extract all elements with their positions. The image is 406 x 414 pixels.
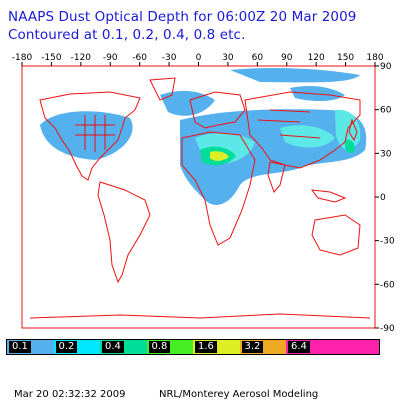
legend-label: 0.2 <box>55 341 78 353</box>
credit-text: NRL/Monterey Aerosol Modeling <box>159 389 319 400</box>
legend-swatch: 0.4 <box>100 340 147 354</box>
longitude-tick-labels: -180 -150 -120 -90 -60 -30 0 30 60 90 120 150 180 <box>12 53 384 63</box>
longitude-label: -90 <box>103 53 118 63</box>
legend-swatch: 6.4 <box>286 340 333 354</box>
latitude-tick-labels: 90 60 30 0 -30 -60 -90 <box>380 62 395 334</box>
longitude-label: 90 <box>281 53 293 63</box>
legend-swatch: 0.8 <box>146 340 193 354</box>
latitude-label: 0 <box>380 193 386 203</box>
longitude-label: 30 <box>222 53 234 63</box>
longitude-label: 60 <box>252 53 264 63</box>
legend-label: 3.2 <box>241 341 264 353</box>
latitude-label: -90 <box>380 324 395 334</box>
axis-tick-marks <box>21 62 379 329</box>
country-borders <box>29 77 371 319</box>
longitude-label: -120 <box>71 53 92 63</box>
longitude-label: 150 <box>337 53 354 63</box>
run-timestamp: Mar 20 02:32:32 2009 <box>14 389 126 400</box>
legend-label: 1.6 <box>195 341 217 353</box>
legend-label: 0.1 <box>9 341 31 353</box>
map-area <box>21 62 379 329</box>
latitude-label: 30 <box>380 149 392 159</box>
longitude-label: -30 <box>162 53 177 63</box>
latitude-label: 90 <box>380 62 392 72</box>
world-dust-map: -180 -150 -120 -90 -60 -30 0 30 60 90 120 150 180 90… <box>12 53 395 334</box>
longitude-label: -150 <box>41 53 62 63</box>
longitude-label: 180 <box>366 53 383 63</box>
latitude-label: 60 <box>380 106 392 116</box>
legend-label: 0.4 <box>102 341 124 353</box>
legend-swatch: 0.2 <box>53 340 100 354</box>
legend-swatch: 3.2 <box>239 340 286 354</box>
longitude-label: 0 <box>196 53 202 63</box>
longitude-label: -180 <box>12 53 33 63</box>
legend-swatch-tail <box>332 340 379 354</box>
legend-swatch: 1.6 <box>193 340 240 354</box>
map-subtitle: Contoured at 0.1, 0.2, 0.4, 0.8 etc. <box>8 27 246 43</box>
longitude-label: 120 <box>308 53 325 63</box>
dust-depth-high-contours <box>200 139 355 166</box>
color-legend: 0.1 0.2 0.4 0.8 1.6 3.2 6.4 <box>6 339 380 355</box>
legend-swatch: 0.1 <box>7 340 54 354</box>
latitude-label: -60 <box>380 280 395 290</box>
legend-label: 6.4 <box>288 341 310 353</box>
map-title: NAAPS Dust Optical Depth for 06:00Z 20 M… <box>8 9 357 25</box>
longitude-label: -60 <box>132 53 147 63</box>
latitude-label: -30 <box>380 237 395 247</box>
legend-label: 0.8 <box>148 341 171 353</box>
